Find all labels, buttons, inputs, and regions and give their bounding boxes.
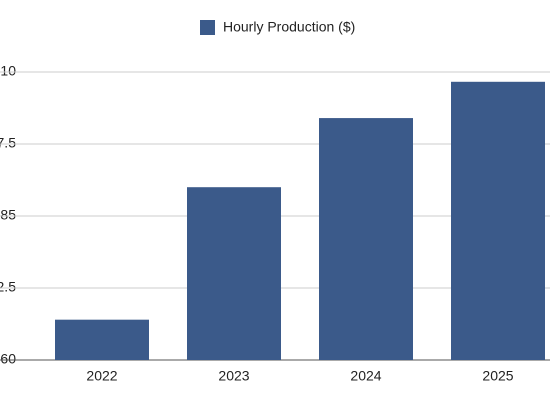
- y-tick-label: 297.5: [0, 135, 16, 151]
- x-tick-label: 2025: [482, 368, 513, 384]
- x-tick-label: 2023: [218, 368, 249, 384]
- x-tick-label: 2022: [86, 368, 117, 384]
- bar: [55, 319, 149, 360]
- y-tick-label: 310: [0, 63, 16, 79]
- y-tick-label: 285: [0, 207, 16, 223]
- bar: [319, 118, 413, 360]
- y-tick-label: 272.5: [0, 279, 16, 295]
- legend-label: Hourly Production ($): [223, 19, 355, 35]
- legend-swatch: [200, 20, 215, 35]
- x-tick-label: 2024: [350, 368, 381, 384]
- bar: [451, 81, 545, 361]
- y-tick-label: 260: [0, 351, 16, 367]
- bar: [187, 187, 281, 360]
